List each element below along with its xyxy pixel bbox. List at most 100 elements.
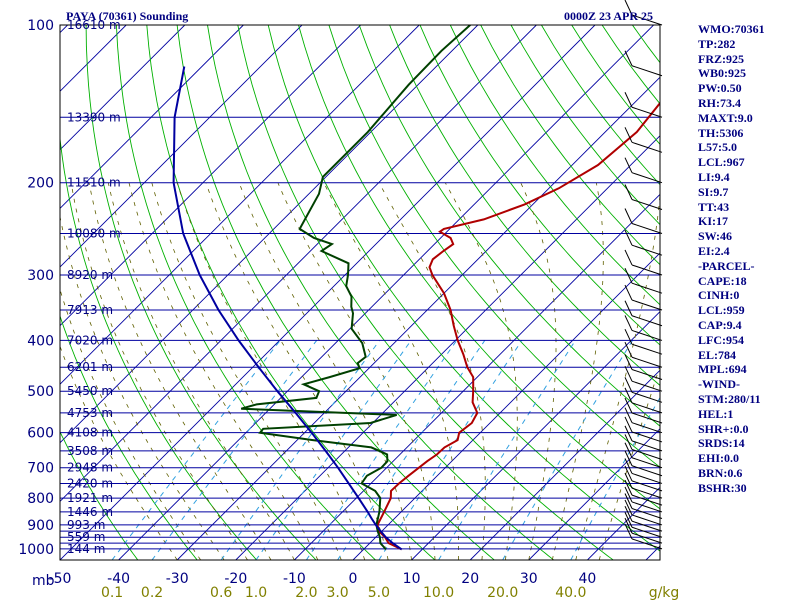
wind-barb: [624, 127, 663, 153]
pressure-tick-label: 600: [27, 426, 54, 442]
pressure-tick-label: 700: [27, 461, 54, 477]
moist-adiabat-line: [176, 182, 366, 560]
wind-barb: [624, 479, 663, 506]
wind-barb: [624, 517, 663, 544]
moist-adiabat-line: [277, 182, 436, 560]
isotherm-line: [60, 25, 537, 503]
wind-barbs: [624, 0, 663, 550]
height-label: 16610 m: [67, 18, 121, 32]
wind-barb: [624, 493, 663, 519]
dry-adiabat-line: [419, 25, 660, 346]
height-label: 4753 m: [67, 406, 113, 420]
height-label: 3508 m: [67, 444, 113, 458]
mixing-ratio-tick-label: 5.0: [368, 585, 390, 600]
isotherm-line: [528, 428, 660, 560]
dry-adiabat-line: [298, 25, 660, 510]
index-item: TP:282: [698, 36, 736, 51]
dry-adiabat-line: [60, 430, 139, 560]
dry-adiabat-line: [267, 25, 660, 552]
wind-barb: [624, 442, 663, 469]
index-item: TH:5306: [698, 125, 744, 140]
height-label: 559 m: [67, 530, 105, 544]
dry-adiabat-line: [389, 25, 660, 386]
index-item: -WIND-: [698, 377, 740, 392]
index-item: MAXT:9.0: [698, 110, 753, 125]
wind-barb: [624, 300, 663, 327]
mixing-ratio-tick-label: 0.6: [210, 585, 232, 600]
isotherm-line: [60, 25, 244, 210]
isotherm-line: [469, 369, 660, 560]
dry-adiabat-line: [449, 25, 660, 306]
mixing-ratio-tick-label: 3.0: [326, 585, 348, 600]
moist-adiabat-line: [107, 182, 295, 560]
height-label: 2948 m: [67, 461, 113, 475]
mixing-ratio-tick-label: 1.0: [245, 585, 267, 600]
index-item: EI:2.4: [698, 243, 730, 258]
wind-barb: [624, 434, 663, 460]
dry-adiabat-line: [480, 25, 660, 266]
index-item: RH:73.4: [698, 95, 741, 110]
index-item: LI:9.4: [698, 169, 730, 184]
wind-barb: [624, 397, 663, 424]
wind-barb: [624, 377, 663, 403]
index-item: HEL:1: [698, 406, 734, 421]
dry-adiabat-line: [146, 25, 436, 560]
isobars: [60, 24, 660, 550]
temperature-tick-label: -10: [283, 571, 306, 587]
wind-barb: [624, 0, 663, 26]
chart-datetime: 0000Z 23 APR 25: [564, 9, 653, 23]
height-label: 4108 m: [67, 426, 113, 440]
index-item: L57:5.0: [698, 140, 737, 155]
mixing-ratio-line: [337, 340, 486, 560]
mixing-ratio-line: [502, 340, 633, 560]
temperature-line: [376, 101, 660, 551]
temperature-tick-label: 0: [349, 571, 358, 587]
index-item: PW:0.50: [698, 81, 742, 96]
height-label: 6201 m: [67, 360, 113, 374]
index-item: -PARCEL-: [698, 258, 755, 273]
index-item: CAPE:18: [698, 273, 747, 288]
dry-adiabat-line: [207, 25, 554, 560]
dry-adiabat-line: [60, 134, 257, 560]
moist-adiabat-line: [575, 189, 660, 560]
wind-barb: [624, 499, 663, 526]
pressure-unit-label: mb: [32, 573, 55, 589]
mixing-ratio-unit-label: g/kg: [649, 585, 680, 600]
index-item: FRZ:925: [698, 51, 744, 66]
height-label: 2420 m: [67, 476, 113, 490]
stability-indices: WMO:70361 TP:282 FRZ:925 WB0:925 PW:0.50 RH:7…: [698, 22, 765, 496]
wind-barb: [624, 157, 663, 184]
dry-adiabat-line: [358, 25, 660, 427]
temperature-tick-label: -20: [224, 571, 247, 587]
isotherm-line: [235, 135, 660, 560]
index-item: EL:784: [698, 347, 737, 362]
dry-adiabat-line: [328, 25, 660, 468]
height-label: 1446 m: [67, 505, 113, 519]
pressure-tick-label: 100: [27, 18, 54, 34]
height-label: 7913 m: [67, 303, 113, 317]
mixing-ratio-line: [151, 340, 318, 560]
wind-barb: [624, 208, 663, 234]
temperature-tick-label: 20: [461, 571, 479, 587]
background-lines: [60, 25, 660, 560]
moist-adiabat-line: [323, 182, 460, 560]
height-label: 13390 m: [67, 110, 121, 124]
temperature-tick-label: 40: [578, 571, 596, 587]
wind-barb: [624, 523, 663, 550]
moist-adiabat-line: [128, 182, 319, 560]
wind-barb: [624, 284, 663, 311]
index-item: WB0:925: [698, 66, 746, 81]
parcel-line: [172, 66, 403, 551]
temperature-tick-label: -40: [107, 571, 130, 587]
profiles: [172, 25, 660, 551]
mixing-ratio-tick-label: 2.0: [295, 585, 317, 600]
isotherm-line: [60, 25, 68, 34]
moist-adiabat-line: [151, 182, 342, 560]
temperature-tick-label: 10: [403, 571, 421, 587]
wind-barb: [624, 315, 663, 341]
wind-barb: [624, 354, 663, 380]
isotherm-line: [60, 25, 186, 151]
height-label: 10080 m: [67, 226, 121, 240]
height-label: 11510 m: [67, 176, 121, 190]
index-item: SHR+:0.0: [698, 421, 749, 436]
